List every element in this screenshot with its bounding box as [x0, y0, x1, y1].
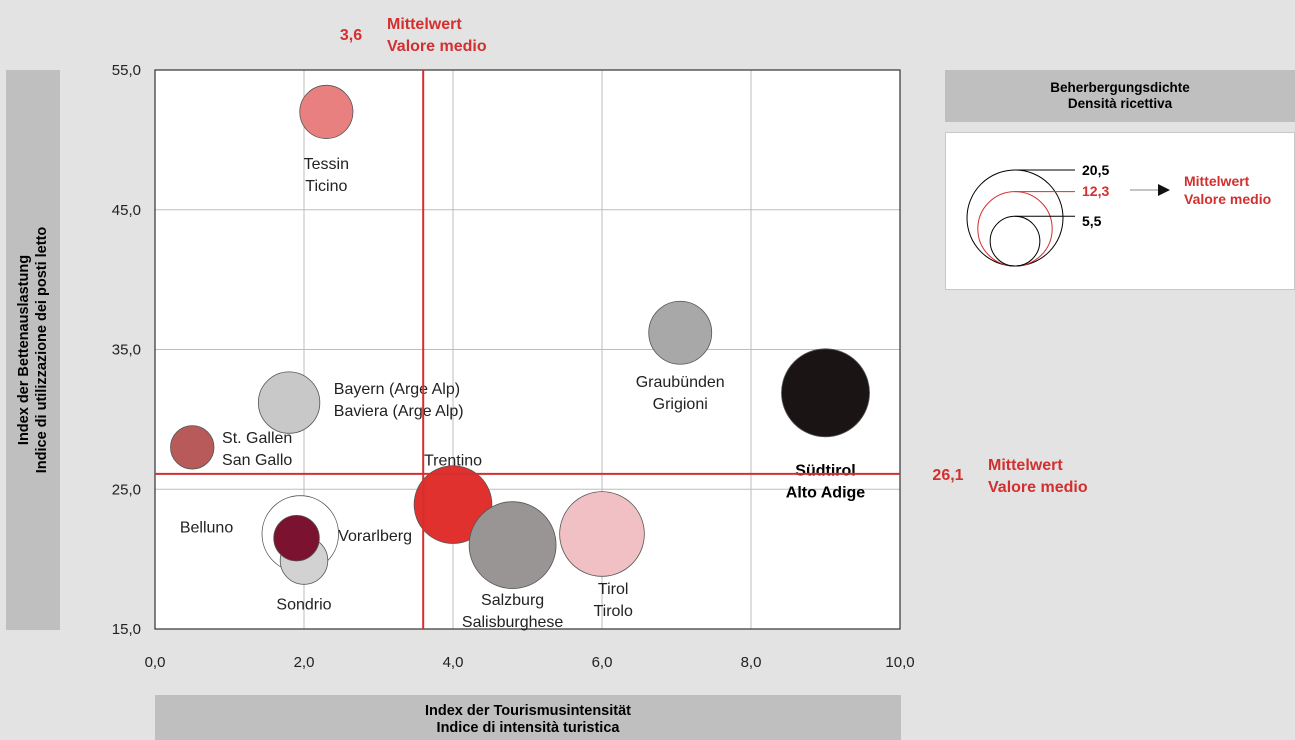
- bubble-salzburg: [468, 501, 557, 590]
- legend-box: [945, 132, 1295, 290]
- legend-arrow-head: [1158, 184, 1170, 196]
- mean-x-text: Mittelwert: [387, 16, 462, 33]
- point-label: Tessin: [304, 156, 349, 173]
- x-tick-label: 0,0: [145, 654, 166, 671]
- point-label: Grigioni: [653, 396, 708, 413]
- x-tick-label: 6,0: [592, 654, 613, 671]
- plot-border: [154, 69, 901, 630]
- bubble-bayern-arge-alp-: [257, 371, 321, 434]
- legend-title-it: Densità ricettiva: [1067, 96, 1173, 111]
- point-label: Südtirol: [795, 462, 855, 479]
- bubble-tessin: [299, 84, 354, 139]
- legend-circle: [977, 191, 1053, 267]
- legend-size-label: 12,3: [1082, 183, 1109, 199]
- point-label: Tirolo: [593, 603, 633, 620]
- legend-title-de: Beherbergungsdichte: [1050, 80, 1190, 95]
- x-tick-label: 4,0: [443, 654, 464, 671]
- x-axis-label-box: Index der Tourismusintensität Indice di …: [155, 695, 901, 740]
- mean-y-value: 26,1: [932, 467, 963, 484]
- legend-title-box: Beherbergungsdichte Densità ricettiva: [945, 70, 1295, 122]
- bubble-trentino: [413, 465, 493, 544]
- legend-mean-text: Mittelwert: [1184, 173, 1250, 189]
- point-label: Belluno: [180, 520, 233, 537]
- legend-size-label: 5,5: [1082, 213, 1102, 229]
- legend-circle: [966, 169, 1064, 267]
- point-label: Sondrio: [276, 596, 331, 613]
- y-tick-label: 25,0: [112, 481, 141, 498]
- point-label: St. Gallen: [222, 430, 292, 447]
- bubble-s-dtirol: [781, 348, 870, 438]
- x-tick-label: 2,0: [294, 654, 315, 671]
- bubble-belluno-kern-: [273, 514, 320, 562]
- point-label: San Gallo: [222, 452, 292, 469]
- point-label: Alto Adige: [786, 484, 866, 501]
- point-label: Graubünden: [636, 374, 725, 391]
- legend-size-label: 20,5: [1082, 162, 1109, 178]
- mean-x-text: Valore medio: [387, 38, 487, 55]
- y-axis-label-box: Index der Bettenauslastung Indice di uti…: [6, 70, 60, 630]
- x-axis-label-de: Index der Tourismusintensität: [425, 703, 631, 719]
- point-label: Vorarlberg: [338, 528, 412, 545]
- mean-y-text: Valore medio: [988, 479, 1088, 496]
- point-label: Tirol: [598, 581, 629, 598]
- bubble-tirol: [559, 491, 645, 577]
- legend-mean-text: Valore medio: [1184, 191, 1271, 207]
- point-label: Bayern (Arge Alp): [334, 381, 460, 398]
- point-label: Salisburghese: [462, 614, 564, 631]
- point-label: Salzburg: [481, 592, 544, 609]
- mean-x-value: 3,6: [340, 27, 362, 44]
- mean-y-text: Mittelwert: [988, 457, 1063, 474]
- x-axis-label-it: Indice di intensità turistica: [436, 720, 620, 736]
- bubble-st-gallen: [170, 425, 215, 470]
- y-tick-label: 45,0: [112, 202, 141, 219]
- point-label: Baviera (Arge Alp): [334, 403, 464, 420]
- x-tick-label: 10,0: [885, 654, 914, 671]
- x-tick-label: 8,0: [741, 654, 762, 671]
- bubble-graub-nden: [648, 300, 713, 365]
- y-tick-label: 55,0: [112, 62, 141, 79]
- y-tick-label: 15,0: [112, 621, 141, 638]
- point-label: Ticino: [305, 178, 347, 195]
- y-tick-label: 35,0: [112, 342, 141, 359]
- point-label: Trentino: [424, 452, 482, 469]
- legend-circle: [989, 215, 1041, 267]
